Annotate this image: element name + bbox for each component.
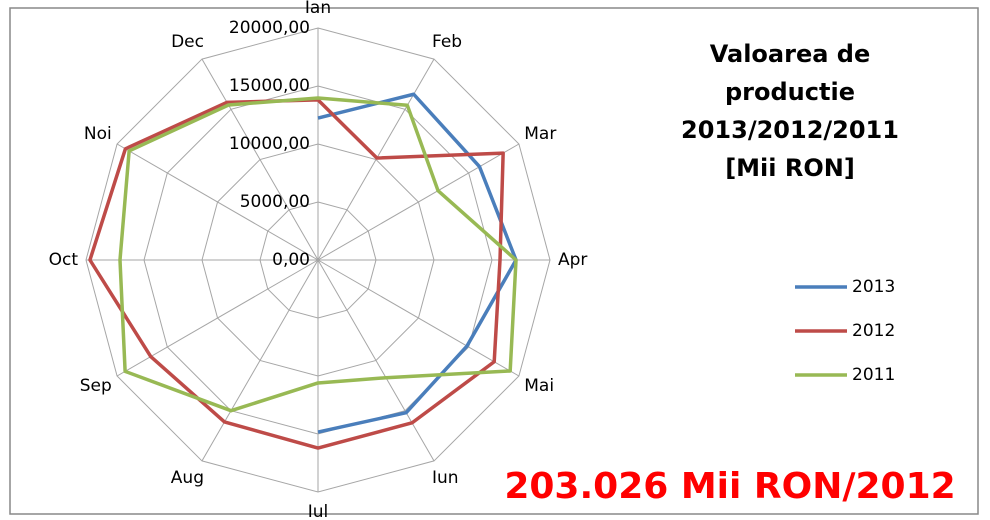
spoke [317,259,520,377]
category-label: Noi [84,124,112,144]
spoke [201,58,319,261]
spoke [317,143,520,261]
legend-label: 2011 [852,365,895,385]
category-label: Feb [432,32,462,52]
category-label: Iun [432,468,459,488]
category-label: Mar [524,124,556,144]
chart-title: Valoarea de [710,40,871,68]
category-label: Mai [524,376,554,396]
category-label: Oct [49,250,79,270]
legend-label: 2013 [852,277,895,297]
spoke [317,259,435,462]
category-label: Iul [308,502,329,520]
tick-label: 5000,00 [240,192,310,212]
spoke [116,143,319,261]
category-label: Dec [171,32,204,52]
tick-label: 0,00 [272,250,310,270]
tick-label: 10000,00 [229,134,310,154]
category-label: Apr [558,250,587,270]
spoke [201,259,319,462]
category-label: Sep [80,376,112,396]
legend-label: 2012 [852,321,895,341]
category-label: Aug [171,468,204,488]
tick-label: 20000,00 [229,18,310,38]
chart-title: [Mii RON] [725,154,855,182]
tick-label: 15000,00 [229,76,310,96]
chart-title: 2013/2012/2011 [681,116,899,144]
annotation: 203.026 Mii RON/2012 [504,466,955,507]
category-label: Ian [305,0,331,18]
series-line [118,96,518,413]
chart-title: productie [725,78,855,106]
series-line [88,98,505,450]
